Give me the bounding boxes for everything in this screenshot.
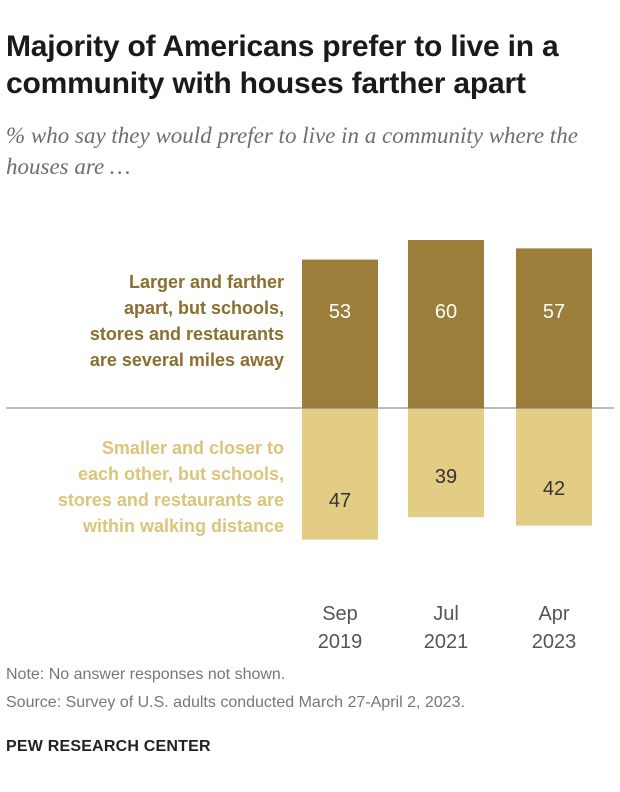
data-label-smaller-2021: 39: [435, 466, 457, 488]
chart-source: Source: Survey of U.S. adults conducted …: [6, 694, 465, 711]
data-label-smaller-2019: 47: [329, 490, 351, 512]
chart-title: Majority of Americans prefer to live in …: [6, 30, 559, 100]
x-tick-label-2021: Jul 2021: [424, 603, 469, 653]
bar-larger-2021: [408, 240, 484, 408]
chart-subtitle: % who say they would prefer to live in a…: [6, 123, 578, 179]
series-label-smaller: Smaller and closer to each other, but sch…: [58, 438, 284, 536]
data-label-larger-2019: 53: [329, 301, 351, 323]
data-label-larger-2021: 60: [435, 301, 457, 323]
x-tick-label-2019: Sep 2019: [318, 603, 363, 653]
bar-larger-2023: [516, 248, 592, 408]
bar-larger-2019: [302, 259, 378, 408]
chart-area: 53 47 Sep 2019 60 39 Jul 2021 57 42 Apr 2023 Larger …: [0, 190, 620, 660]
data-label-smaller-2023: 42: [543, 478, 565, 500]
series-label-larger: Larger and farther apart, but schools, sto…: [90, 272, 284, 370]
bar-smaller-2023: [516, 408, 592, 526]
bar-smaller-2021: [408, 408, 484, 518]
chart-note: Note: No answer responses not shown.: [6, 666, 286, 683]
brand-name: PEW RESEARCH CENTER: [6, 738, 211, 755]
x-tick-label-2023: Apr 2023: [532, 603, 577, 653]
data-label-larger-2023: 57: [543, 301, 565, 323]
bar-chart: 53 47 Sep 2019 60 39 Jul 2021 57 42 Apr 2023 Larger …: [6, 240, 614, 653]
bar-smaller-2019: [302, 408, 378, 540]
